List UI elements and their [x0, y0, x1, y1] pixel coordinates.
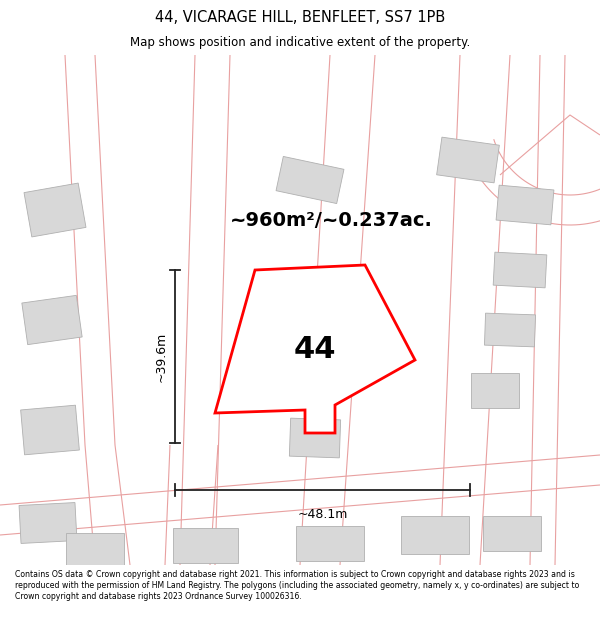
Polygon shape: [437, 137, 499, 183]
Polygon shape: [289, 418, 341, 458]
Text: ~960m²/~0.237ac.: ~960m²/~0.237ac.: [230, 211, 433, 229]
Polygon shape: [22, 296, 82, 344]
Polygon shape: [496, 185, 554, 225]
Polygon shape: [296, 526, 364, 561]
Polygon shape: [66, 532, 124, 568]
Text: ~39.6m: ~39.6m: [155, 331, 167, 382]
Polygon shape: [471, 372, 519, 408]
Polygon shape: [484, 313, 536, 347]
Polygon shape: [302, 340, 358, 384]
Text: Map shows position and indicative extent of the property.: Map shows position and indicative extent…: [130, 36, 470, 49]
Polygon shape: [483, 516, 541, 551]
Polygon shape: [20, 405, 79, 455]
Text: Contains OS data © Crown copyright and database right 2021. This information is : Contains OS data © Crown copyright and d…: [15, 570, 579, 601]
Text: ~48.1m: ~48.1m: [298, 508, 347, 521]
Polygon shape: [276, 156, 344, 204]
Polygon shape: [215, 265, 415, 433]
Polygon shape: [493, 252, 547, 288]
Text: 44, VICARAGE HILL, BENFLEET, SS7 1PB: 44, VICARAGE HILL, BENFLEET, SS7 1PB: [155, 10, 445, 25]
Polygon shape: [173, 528, 238, 562]
Text: 44: 44: [294, 336, 336, 364]
Polygon shape: [401, 516, 469, 554]
Polygon shape: [19, 503, 77, 544]
Polygon shape: [24, 183, 86, 237]
